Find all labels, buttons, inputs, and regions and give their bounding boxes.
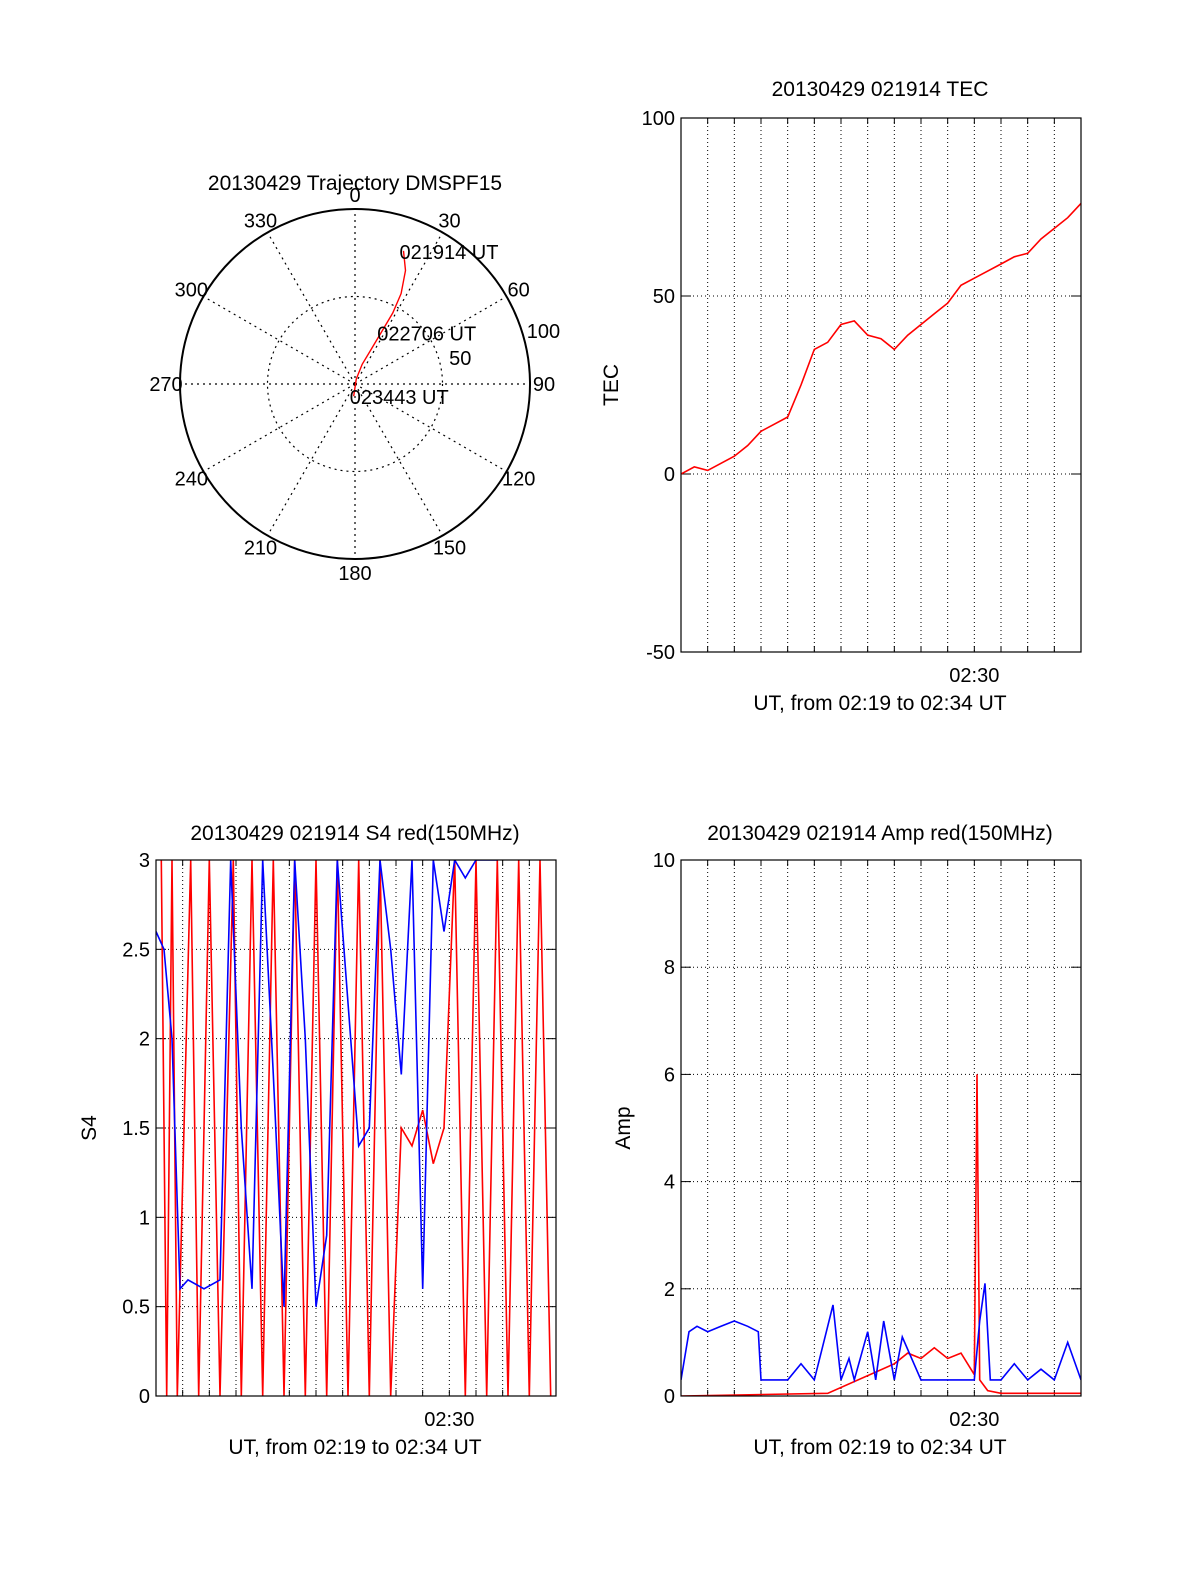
plot-frame xyxy=(680,117,1082,653)
polar-radial-label: 100 xyxy=(527,321,560,343)
amp-panel: 20130429 021914 Amp red(150MHz) Amp UT, … xyxy=(612,822,1082,1459)
polar-angle-label: 270 xyxy=(149,374,182,396)
polar-angle-label: 120 xyxy=(502,469,535,491)
series-group xyxy=(156,860,552,1396)
ytick-label: 8 xyxy=(664,957,675,979)
s4-panel: 20130429 021914 S4 red(150MHz) S4 UT, fr… xyxy=(78,822,557,1459)
series-line-red xyxy=(160,860,552,1396)
series-group xyxy=(681,202,1081,475)
polar-angle-label: 330 xyxy=(244,210,277,232)
series-group xyxy=(681,1074,1081,1396)
trajectory-time-label: 022706 UT xyxy=(377,324,476,346)
polar-spoke xyxy=(354,383,507,473)
polar-spoke xyxy=(354,295,507,385)
s4-ylabel: S4 xyxy=(78,1115,101,1141)
polar-angle-label: 0 xyxy=(349,185,360,207)
polar-angle-label: 60 xyxy=(508,280,530,302)
trajectory-angle-labels: 0 30 60 90 120 150 180 210 240 270 300 330 xyxy=(149,185,555,585)
series-line-blue xyxy=(681,1283,1081,1384)
polar-inner-circle xyxy=(266,295,444,473)
ytick-label: 1.5 xyxy=(122,1118,150,1140)
polar-angle-label: 180 xyxy=(338,563,371,585)
polar-angle-label: 90 xyxy=(533,374,555,396)
ytick-label: 2 xyxy=(139,1029,150,1051)
tec-ylabel: TEC xyxy=(600,364,623,406)
polar-spoke xyxy=(203,383,356,473)
trajectory-time-label: 021914 UT xyxy=(399,242,498,264)
plot-frame xyxy=(155,859,557,1397)
tec-xlabel: UT, from 02:19 to 02:34 UT xyxy=(753,692,1006,715)
series-line-blue xyxy=(156,860,498,1307)
tec-title: 20130429 021914 TEC xyxy=(772,78,989,101)
tec-panel: 20130429 021914 TEC TEC UT, from 02:19 t… xyxy=(600,78,1082,715)
xtick-label: 02:30 xyxy=(424,1409,474,1431)
polar-spoke xyxy=(266,383,356,536)
polar-spoke xyxy=(354,232,444,385)
ytick-label: 2.5 xyxy=(122,939,150,961)
ytick-label: 0 xyxy=(139,1386,150,1408)
trajectory-title: 20130429 Trajectory DMSPF15 xyxy=(208,172,502,195)
ytick-label: -50 xyxy=(646,642,675,664)
trajectory-path xyxy=(353,250,407,397)
amp-title: 20130429 021914 Amp red(150MHz) xyxy=(707,822,1053,845)
trajectory-radial-labels: 50 100 xyxy=(449,321,560,370)
amp-xlabel: UT, from 02:19 to 02:34 UT xyxy=(753,1436,1006,1459)
ytick-label: 0 xyxy=(664,1386,675,1408)
polar-angle-label: 300 xyxy=(175,280,208,302)
polar-angle-label: 240 xyxy=(175,469,208,491)
trajectory-time-label: 023443 UT xyxy=(350,387,449,409)
s4-plot-area: 0 0.5 1 1.5 2 2.5 3 02:30 xyxy=(122,850,557,1431)
tec-plot-area: -50 0 50 100 02:30 xyxy=(642,108,1082,687)
xtick-label: 02:30 xyxy=(949,665,999,687)
ytick-label: 0.5 xyxy=(122,1297,150,1319)
ytick-label: 100 xyxy=(642,108,675,130)
trajectory-annotations: 021914 UT 022706 UT 023443 UT xyxy=(350,242,499,409)
polar-angle-label: 150 xyxy=(433,538,466,560)
ytick-label: 2 xyxy=(664,1279,675,1301)
polar-spoke xyxy=(266,232,356,385)
polar-angle-label: 30 xyxy=(438,210,460,232)
amp-ylabel: Amp xyxy=(612,1106,635,1149)
xtick-label: 02:30 xyxy=(949,1409,999,1431)
polar-angle-label: 210 xyxy=(244,538,277,560)
s4-xlabel: UT, from 02:19 to 02:34 UT xyxy=(228,1436,481,1459)
s4-title: 20130429 021914 S4 red(150MHz) xyxy=(190,822,519,845)
amp-plot-area: 0 2 4 6 8 10 02:30 xyxy=(653,850,1082,1431)
ytick-label: 50 xyxy=(653,286,675,308)
polar-spoke xyxy=(354,383,444,536)
polar-radial-label: 50 xyxy=(449,348,471,370)
ytick-label: 1 xyxy=(139,1207,150,1229)
polar-spoke xyxy=(203,295,356,385)
series-line-red xyxy=(681,202,1081,475)
plot-frame xyxy=(680,859,1082,1397)
ytick-label: 0 xyxy=(664,464,675,486)
trajectory-grid xyxy=(179,208,531,560)
ytick-label: 10 xyxy=(653,850,675,872)
ytick-label: 4 xyxy=(664,1172,675,1194)
ytick-label: 3 xyxy=(139,850,150,872)
ytick-label: 6 xyxy=(664,1064,675,1086)
trajectory-series xyxy=(353,250,407,397)
trajectory-panel: 20130429 Trajectory DMSPF15 0 30 60 90 120 15… xyxy=(149,172,560,585)
